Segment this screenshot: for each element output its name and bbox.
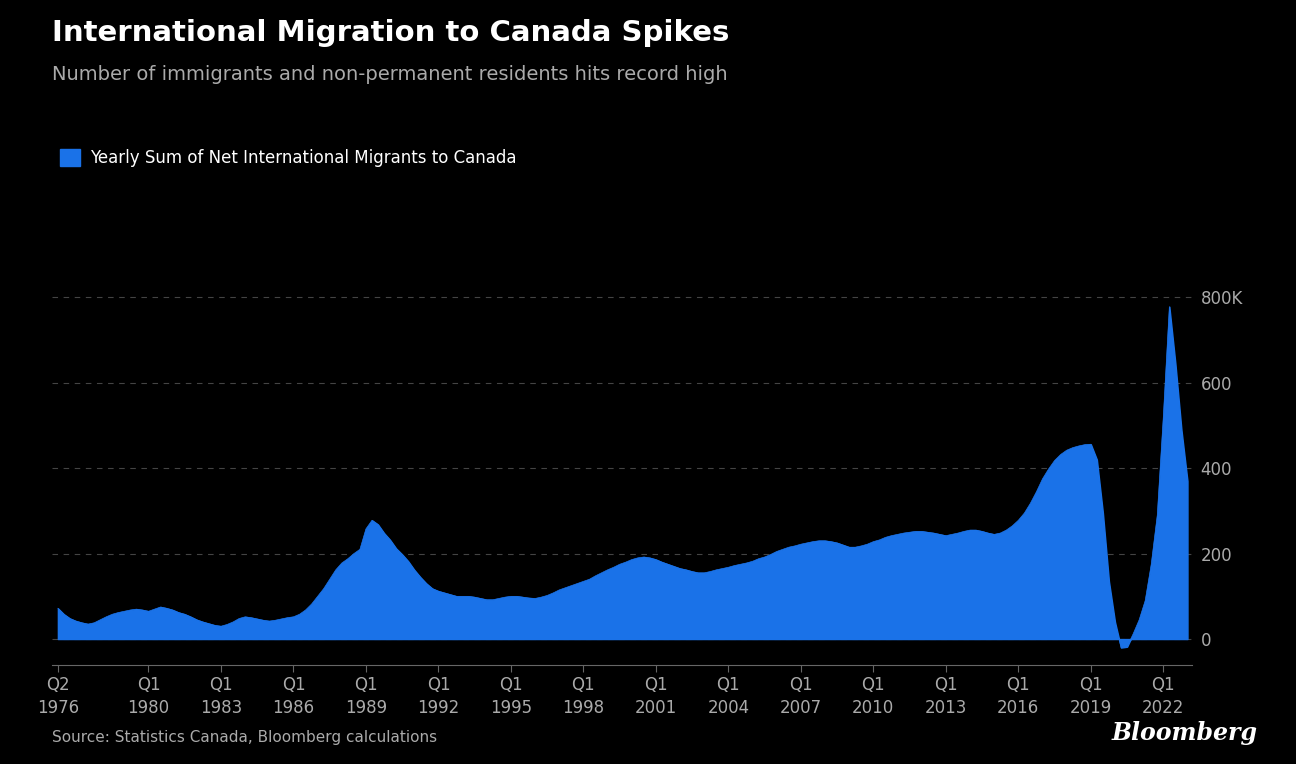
- Text: International Migration to Canada Spikes: International Migration to Canada Spikes: [52, 19, 730, 47]
- Text: Source: Statistics Canada, Bloomberg calculations: Source: Statistics Canada, Bloomberg cal…: [52, 730, 437, 745]
- Text: Number of immigrants and non-permanent residents hits record high: Number of immigrants and non-permanent r…: [52, 65, 727, 84]
- Legend: Yearly Sum of Net International Migrants to Canada: Yearly Sum of Net International Migrants…: [60, 149, 517, 167]
- Text: Bloomberg: Bloomberg: [1111, 721, 1257, 745]
